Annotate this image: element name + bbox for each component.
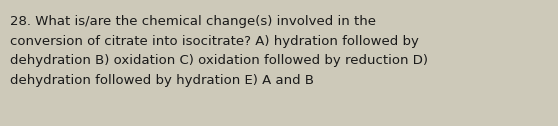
Text: 28. What is/are the chemical change(s) involved in the
conversion of citrate int: 28. What is/are the chemical change(s) i…: [10, 15, 428, 87]
